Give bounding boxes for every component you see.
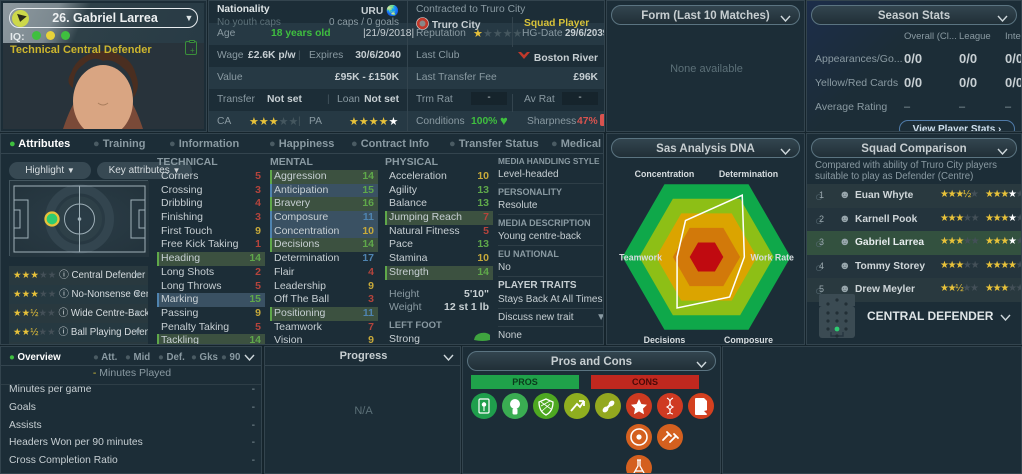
svg-text:Work Rate: Work Rate bbox=[751, 252, 795, 262]
svg-text:Decisions: Decisions bbox=[644, 335, 686, 345]
svg-text:Determination: Determination bbox=[719, 169, 778, 179]
svg-text:Concentration: Concentration bbox=[635, 169, 695, 179]
svg-text:Teamwork: Teamwork bbox=[619, 252, 662, 262]
svg-text:Composure: Composure bbox=[724, 335, 773, 345]
